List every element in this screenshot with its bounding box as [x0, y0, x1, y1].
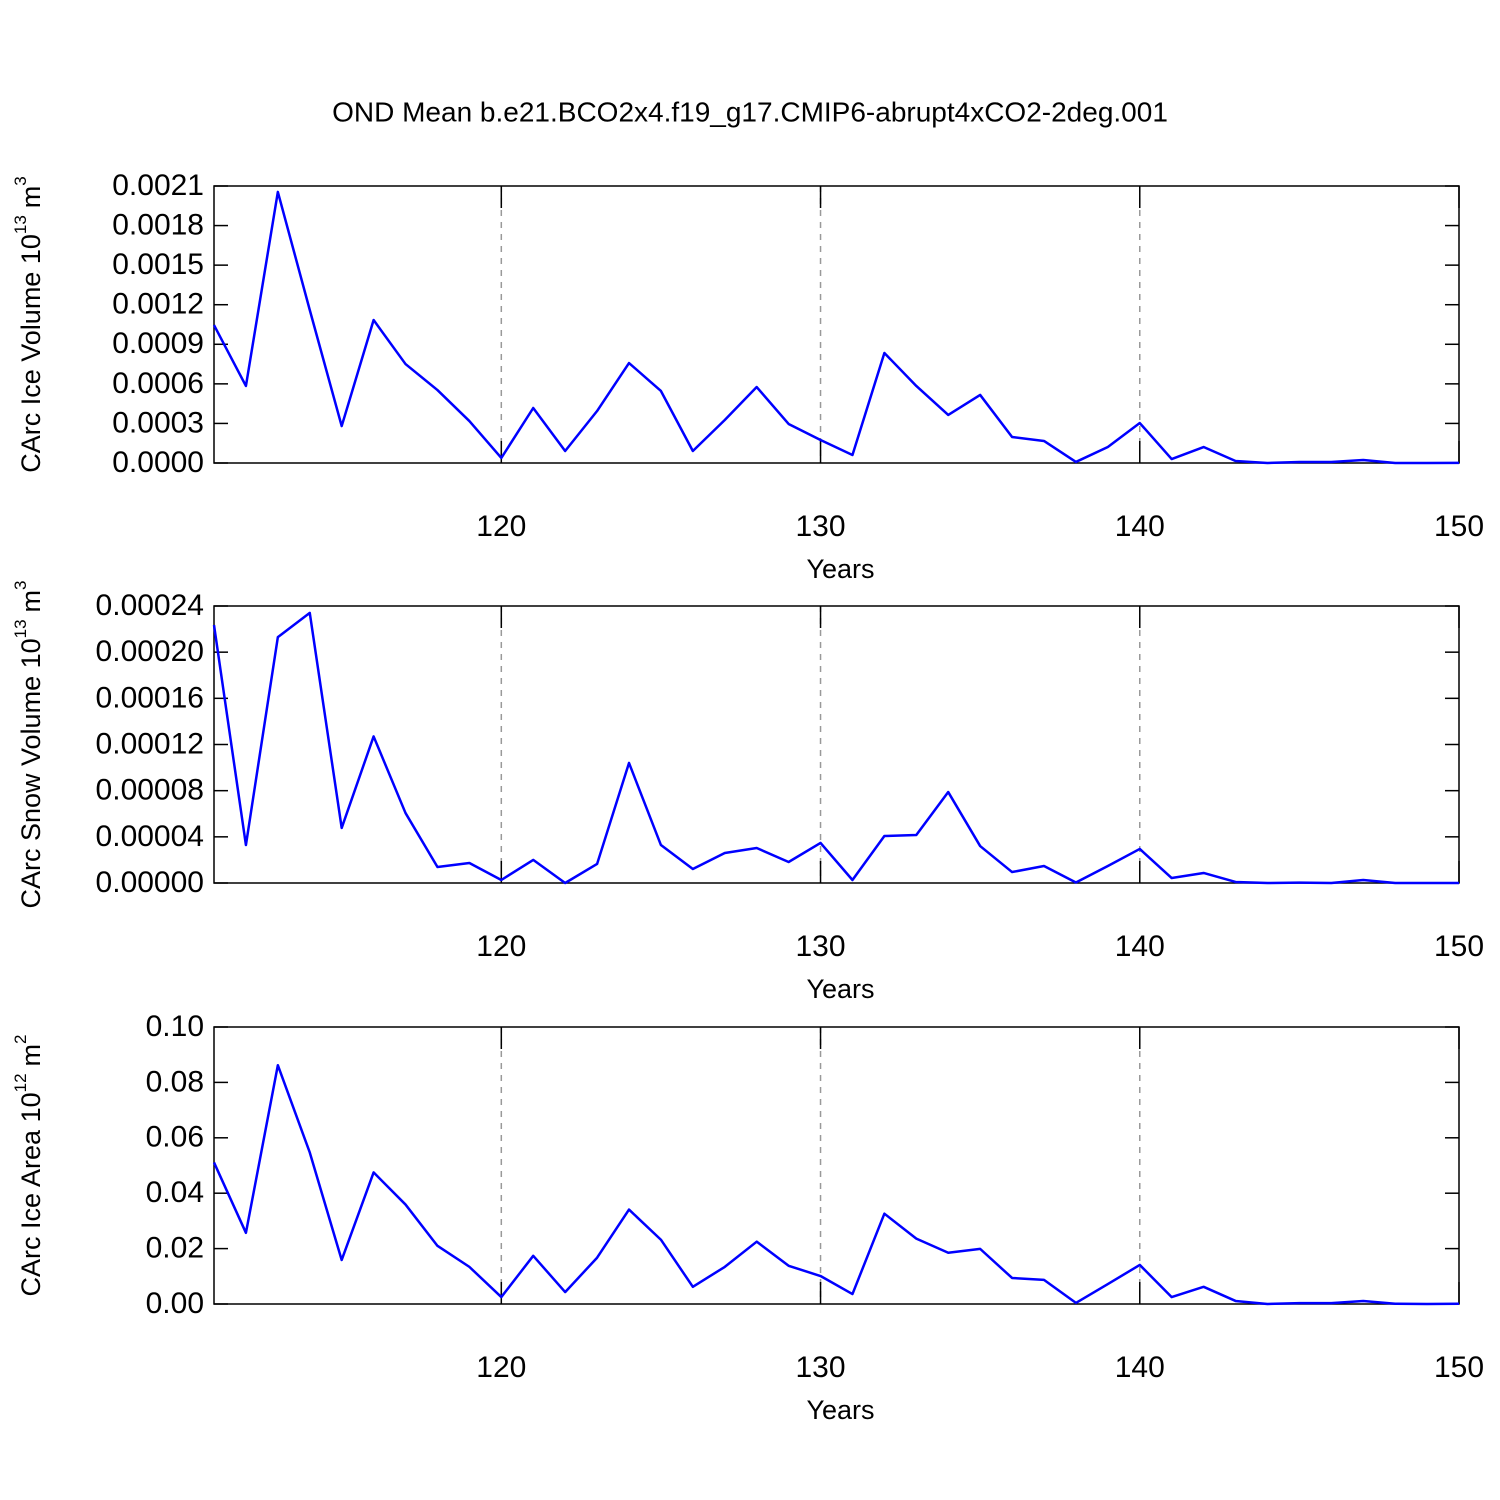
x-axis-label: Years — [806, 974, 874, 1004]
y-tick-label: 0.00020 — [96, 635, 204, 668]
x-axis-label: Years — [806, 1395, 874, 1425]
y-axis-label-part: m — [16, 590, 46, 613]
x-tick-label: 140 — [1115, 930, 1165, 963]
y-tick-label: 0.0009 — [112, 327, 204, 360]
data-line — [212, 1063, 1460, 1306]
y-axis-label-part: CArc Ice Volume 10 — [16, 234, 46, 473]
x-tick-label: 120 — [476, 510, 526, 543]
x-tick-label: 130 — [796, 1351, 846, 1384]
x-tick-label: 150 — [1434, 510, 1484, 543]
y-tick-label: 0.10 — [146, 1010, 204, 1043]
x-axis-label: Years — [806, 554, 874, 584]
x-tick-label: 150 — [1434, 930, 1484, 963]
y-tick-label: 0.00008 — [96, 774, 204, 807]
y-axis-label: CArc Ice Area 1012 m2 — [11, 1035, 46, 1297]
y-tick-label: 0.00016 — [96, 681, 204, 714]
y-tick-label: 0.0012 — [112, 288, 204, 321]
data-line — [212, 190, 1460, 465]
y-tick-label: 0.04 — [146, 1176, 204, 1209]
x-tick-label: 140 — [1115, 1351, 1165, 1384]
y-axis-label: CArc Snow Volume 1013 m3 — [11, 580, 46, 908]
y-axis-label: CArc Ice Volume 1013 m3 — [11, 176, 46, 473]
y-tick-label: 0.00 — [146, 1287, 204, 1320]
data-line — [212, 611, 1459, 885]
plot-frame — [213, 1026, 1460, 1305]
y-axis-label-part: m — [16, 1044, 46, 1067]
y-tick-label: 0.02 — [146, 1232, 204, 1265]
y-tick-label: 0.00012 — [96, 727, 204, 760]
y-tick-label: 0.00000 — [96, 866, 204, 899]
y-tick-label: 0.00004 — [96, 820, 204, 853]
y-tick-label: 0.0003 — [112, 406, 204, 439]
y-axis-label-part: CArc Ice Area 10 — [16, 1092, 46, 1296]
y-tick-label: 0.08 — [146, 1065, 204, 1098]
y-axis-label-exponent: 3 — [11, 580, 30, 589]
y-tick-label: 0.00024 — [96, 589, 204, 622]
y-axis-label-exponent: 12 — [11, 1073, 30, 1092]
y-axis-label-part: CArc Snow Volume 10 — [16, 638, 46, 908]
x-tick-label: 120 — [476, 930, 526, 963]
y-tick-label: 0.0018 — [112, 208, 204, 241]
x-tick-label: 150 — [1434, 1351, 1484, 1384]
x-tick-label: 140 — [1115, 510, 1165, 543]
y-tick-label: 0.0000 — [112, 446, 204, 479]
y-tick-label: 0.0015 — [112, 248, 204, 281]
y-tick-label: 0.0006 — [112, 367, 204, 400]
x-tick-label: 120 — [476, 1351, 526, 1384]
y-axis-label-part: m — [16, 186, 46, 209]
plot-frame — [213, 605, 1460, 884]
figure-title: OND Mean b.e21.BCO2x4.f19_g17.CMIP6-abru… — [332, 96, 1168, 127]
x-tick-label: 130 — [796, 930, 846, 963]
y-axis-label-exponent: 13 — [11, 215, 30, 234]
x-tick-label: 130 — [796, 510, 846, 543]
y-axis-label-exponent: 3 — [11, 176, 30, 185]
y-tick-label: 0.06 — [146, 1121, 204, 1154]
y-tick-label: 0.0021 — [112, 169, 204, 202]
y-axis-label-exponent: 13 — [11, 619, 30, 638]
y-axis-label-exponent: 2 — [11, 1035, 30, 1044]
plot-frame — [213, 185, 1460, 464]
